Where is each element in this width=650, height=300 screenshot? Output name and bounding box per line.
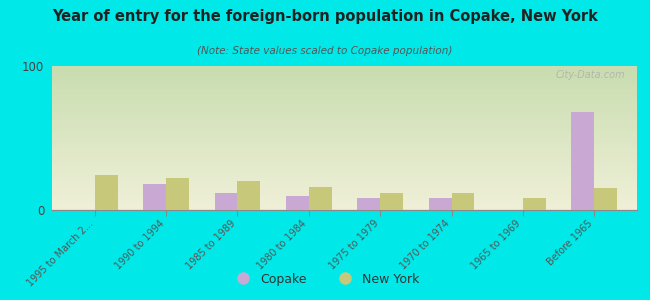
Text: City-Data.com: City-Data.com	[556, 70, 625, 80]
Bar	[286, 196, 309, 210]
Legend: Copake, New York: Copake, New York	[226, 268, 424, 291]
Bar	[237, 181, 260, 210]
Text: Year of entry for the foreign-born population in Copake, New York: Year of entry for the foreign-born popul…	[52, 9, 598, 24]
Bar	[143, 184, 166, 210]
Bar	[214, 193, 237, 210]
Text: (Note: State values scaled to Copake population): (Note: State values scaled to Copake pop…	[198, 46, 452, 56]
Bar	[429, 199, 452, 210]
Bar	[571, 112, 594, 210]
Bar	[166, 178, 189, 210]
Bar	[95, 176, 118, 210]
Bar	[594, 188, 617, 210]
Bar	[523, 199, 546, 210]
Bar	[358, 199, 380, 210]
Bar	[309, 187, 332, 210]
Bar	[380, 193, 403, 210]
Bar	[452, 193, 474, 210]
